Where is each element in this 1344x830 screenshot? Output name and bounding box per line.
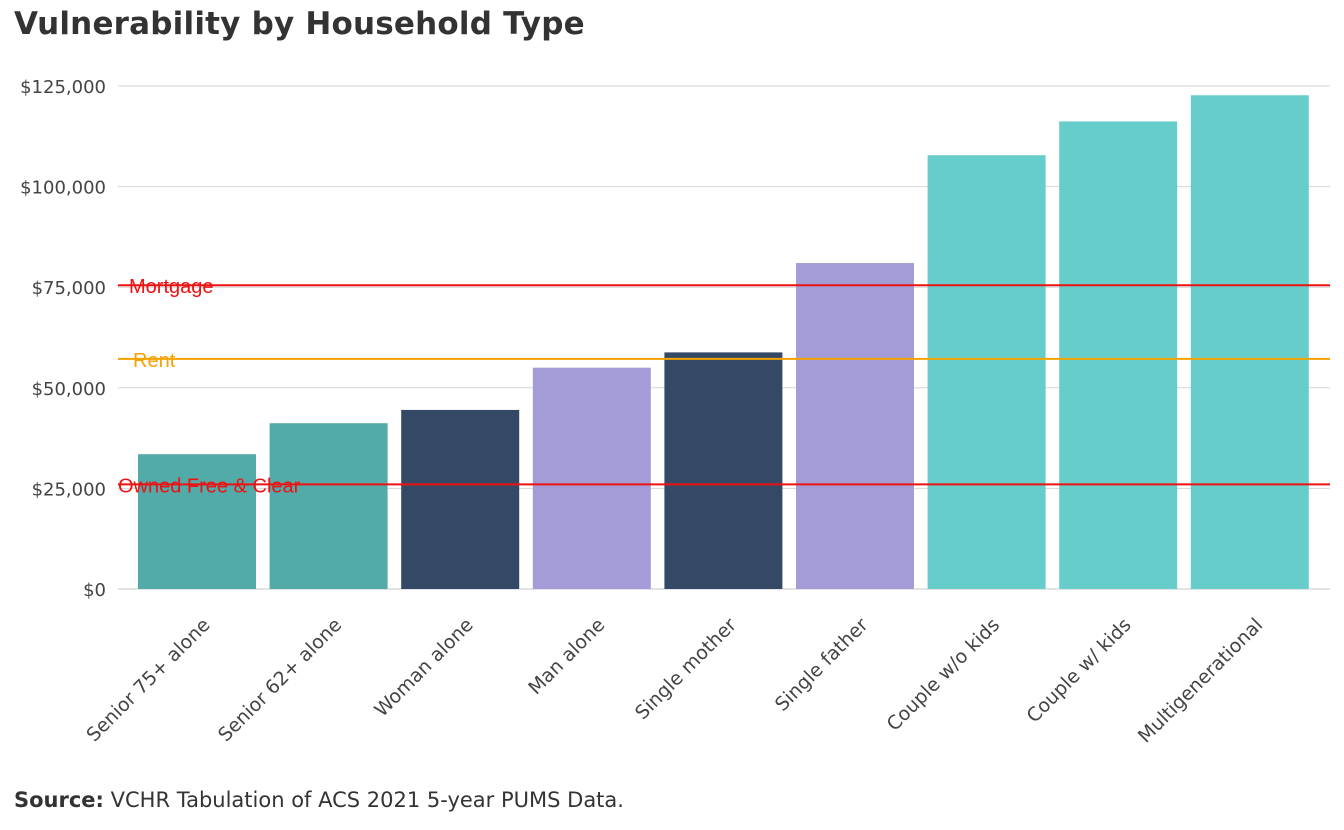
reference-line-label: Owned Free & Clear <box>118 475 301 497</box>
x-tick-label: Single father <box>771 614 873 716</box>
bar <box>1190 95 1309 590</box>
bar <box>1059 121 1178 590</box>
y-tick-label: $75,000 <box>32 278 106 299</box>
x-tick-label: Couple w/ kids <box>1022 614 1135 727</box>
x-tick-label: Multigenerational <box>1134 614 1267 747</box>
bar <box>796 263 914 589</box>
chart-title: Vulnerability by Household Type <box>14 6 585 42</box>
source-note: Source: VCHR Tabulation of ACS 2021 5-ye… <box>14 788 624 812</box>
bar <box>664 352 783 589</box>
bar <box>138 454 256 589</box>
y-tick-label: $50,000 <box>32 379 106 400</box>
bar <box>269 423 388 589</box>
bar <box>532 367 651 589</box>
reference-line-label: Rent <box>133 350 176 372</box>
x-tick-label: Couple w/o kids <box>883 614 1005 736</box>
x-tick-label: Woman alone <box>370 614 477 721</box>
source-label: Source: <box>14 788 104 812</box>
x-tick-label: Single mother <box>631 614 741 724</box>
reference-lines: Mortgage Rent Owned Free & Clear <box>118 276 1330 497</box>
x-tick-label: Man alone <box>524 614 609 699</box>
x-axis-category-labels: Senior 75+ alone Senior 62+ alone Woman al… <box>82 614 1267 748</box>
y-tick-label: $0 <box>83 580 106 601</box>
y-tick-label: $125,000 <box>20 77 106 98</box>
bar <box>927 155 1046 589</box>
x-tick-label: Senior 75+ alone <box>82 614 214 746</box>
bars <box>138 95 1309 590</box>
y-tick-label: $100,000 <box>20 178 106 199</box>
y-axis-tick-labels: $0 $25,000 $50,000 $75,000 $100,000 $125,000 <box>20 77 106 601</box>
x-tick-label: Senior 62+ alone <box>214 614 346 746</box>
bar <box>401 409 520 589</box>
source-text: VCHR Tabulation of ACS 2021 5-year PUMS … <box>110 788 624 812</box>
reference-line-label: Mortgage <box>129 276 214 298</box>
y-tick-label: $25,000 <box>32 479 106 500</box>
